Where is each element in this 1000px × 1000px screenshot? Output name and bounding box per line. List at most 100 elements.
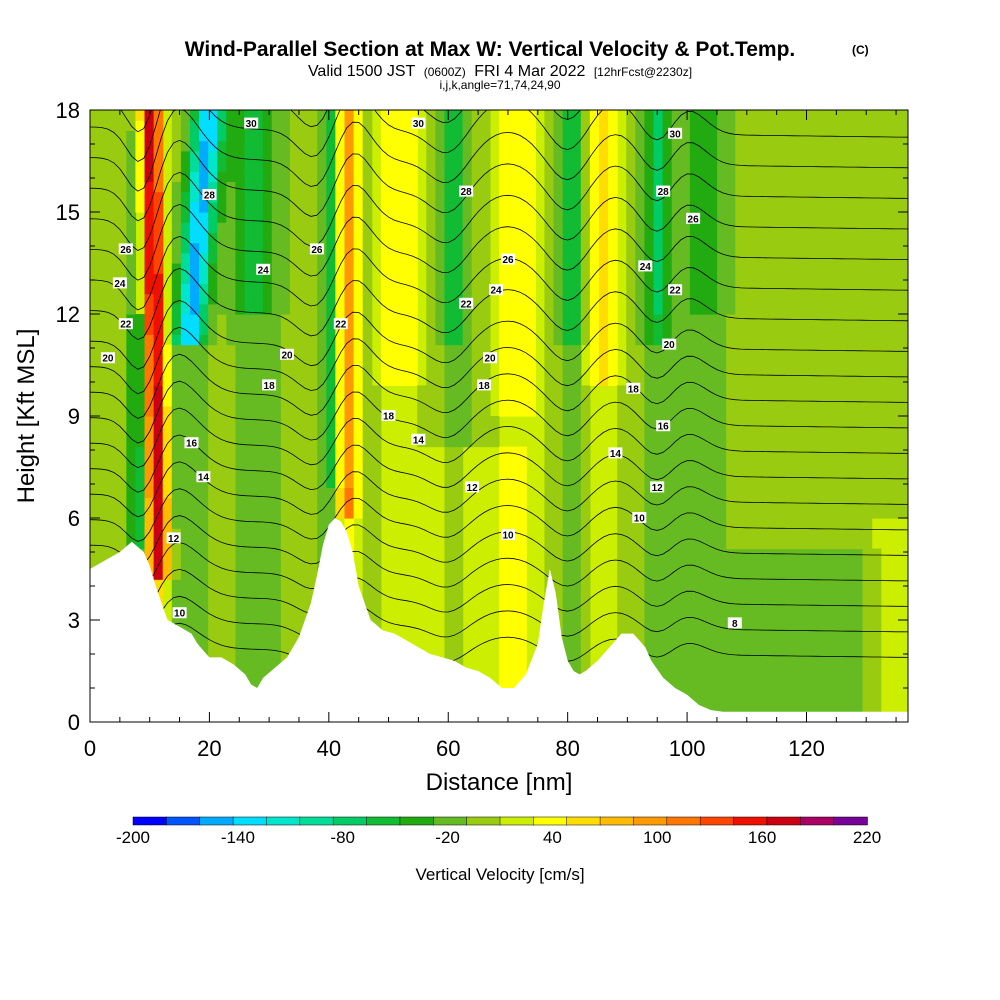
velocity-cell bbox=[753, 569, 764, 580]
velocity-cell bbox=[408, 150, 418, 162]
velocity-cell bbox=[353, 416, 364, 427]
velocity-cell bbox=[262, 161, 273, 172]
velocity-cell bbox=[735, 324, 745, 335]
velocity-cell bbox=[789, 620, 800, 631]
velocity-cell bbox=[471, 232, 482, 244]
velocity-cell bbox=[553, 293, 564, 305]
velocity-cell bbox=[626, 589, 636, 601]
velocity-cell bbox=[90, 426, 100, 437]
velocity-cell bbox=[871, 579, 882, 590]
velocity-cell bbox=[853, 191, 864, 203]
velocity-cell bbox=[808, 273, 818, 284]
velocity-cell bbox=[408, 283, 418, 295]
velocity-cell bbox=[880, 191, 891, 203]
colorbar-tick-label: 40 bbox=[543, 828, 562, 847]
velocity-cell bbox=[317, 375, 327, 386]
velocity-cell bbox=[653, 232, 664, 244]
velocity-cell bbox=[808, 181, 818, 193]
velocity-cell bbox=[362, 579, 373, 590]
velocity-cell bbox=[635, 110, 646, 121]
velocity-cell bbox=[871, 181, 882, 193]
velocity-cell bbox=[271, 252, 282, 264]
velocity-cell bbox=[717, 344, 727, 356]
velocity-cell bbox=[90, 324, 100, 335]
velocity-cell bbox=[626, 620, 636, 631]
velocity-cell bbox=[180, 538, 191, 550]
velocity-cell bbox=[108, 395, 118, 407]
velocity-cell bbox=[308, 201, 318, 213]
velocity-cell bbox=[99, 446, 109, 458]
velocity-cell bbox=[553, 140, 564, 152]
velocity-cell bbox=[826, 630, 836, 641]
velocity-cell bbox=[589, 191, 600, 203]
velocity-cell bbox=[108, 110, 118, 121]
velocity-cell bbox=[117, 385, 127, 397]
velocity-cell bbox=[353, 150, 364, 162]
velocity-cell bbox=[453, 456, 464, 468]
velocity-cell bbox=[653, 558, 664, 570]
velocity-cell bbox=[862, 456, 873, 468]
velocity-cell bbox=[826, 538, 836, 550]
velocity-cell bbox=[299, 201, 309, 213]
velocity-cell bbox=[889, 375, 900, 386]
velocity-cell bbox=[826, 650, 836, 662]
velocity-cell bbox=[880, 334, 891, 346]
velocity-cell bbox=[126, 191, 137, 203]
velocity-cell bbox=[480, 283, 491, 295]
velocity-cell bbox=[862, 681, 873, 692]
velocity-cell bbox=[717, 477, 727, 488]
velocity-cell bbox=[344, 212, 355, 223]
velocity-cell bbox=[444, 589, 455, 601]
velocity-cell bbox=[171, 548, 182, 560]
velocity-cell bbox=[571, 110, 582, 121]
velocity-cell bbox=[744, 385, 755, 397]
velocity-cell bbox=[180, 518, 191, 529]
velocity-cell bbox=[244, 354, 255, 366]
velocity-cell bbox=[217, 405, 227, 417]
velocity-cell bbox=[362, 569, 373, 580]
velocity-cell bbox=[626, 324, 636, 335]
velocity-cell bbox=[853, 538, 864, 550]
velocity-cell bbox=[580, 518, 591, 529]
velocity-cell bbox=[735, 701, 745, 713]
velocity-cell bbox=[753, 181, 764, 193]
velocity-cell bbox=[326, 120, 336, 131]
velocity-cell bbox=[580, 650, 591, 662]
velocity-cell bbox=[835, 569, 845, 580]
velocity-cell bbox=[708, 609, 718, 621]
velocity-cell bbox=[871, 314, 882, 325]
y-tick-label: 18 bbox=[56, 98, 80, 123]
velocity-cell bbox=[380, 263, 391, 274]
velocity-cell bbox=[171, 273, 182, 284]
velocity-cell bbox=[662, 201, 673, 213]
velocity-cell bbox=[262, 212, 273, 223]
velocity-cell bbox=[662, 456, 673, 468]
velocity-cell bbox=[680, 477, 691, 488]
velocity-cell bbox=[117, 344, 127, 356]
velocity-cell bbox=[598, 161, 609, 172]
colorbar-tick-label: 220 bbox=[853, 828, 881, 847]
velocity-cell bbox=[308, 538, 318, 550]
velocity-cell bbox=[499, 385, 509, 397]
velocity-cell bbox=[317, 518, 327, 529]
velocity-cell bbox=[798, 324, 809, 335]
velocity-cell bbox=[90, 385, 100, 397]
velocity-cell bbox=[462, 212, 473, 223]
velocity-cell bbox=[780, 293, 791, 305]
velocity-cell bbox=[789, 110, 800, 121]
velocity-cell bbox=[217, 609, 227, 621]
velocity-cell bbox=[135, 375, 146, 386]
velocity-cell bbox=[299, 436, 309, 448]
velocity-cell bbox=[362, 395, 373, 407]
velocity-cell bbox=[353, 120, 364, 131]
isentrope-label-bg bbox=[459, 185, 474, 197]
velocity-cell bbox=[644, 365, 655, 376]
velocity-cell bbox=[544, 201, 555, 213]
velocity-cell bbox=[526, 171, 536, 182]
velocity-cell bbox=[826, 609, 836, 621]
velocity-cell bbox=[208, 579, 218, 590]
velocity-cell bbox=[289, 120, 300, 131]
velocity-cell bbox=[871, 701, 882, 713]
velocity-cell bbox=[299, 191, 309, 203]
velocity-cell bbox=[653, 191, 664, 203]
